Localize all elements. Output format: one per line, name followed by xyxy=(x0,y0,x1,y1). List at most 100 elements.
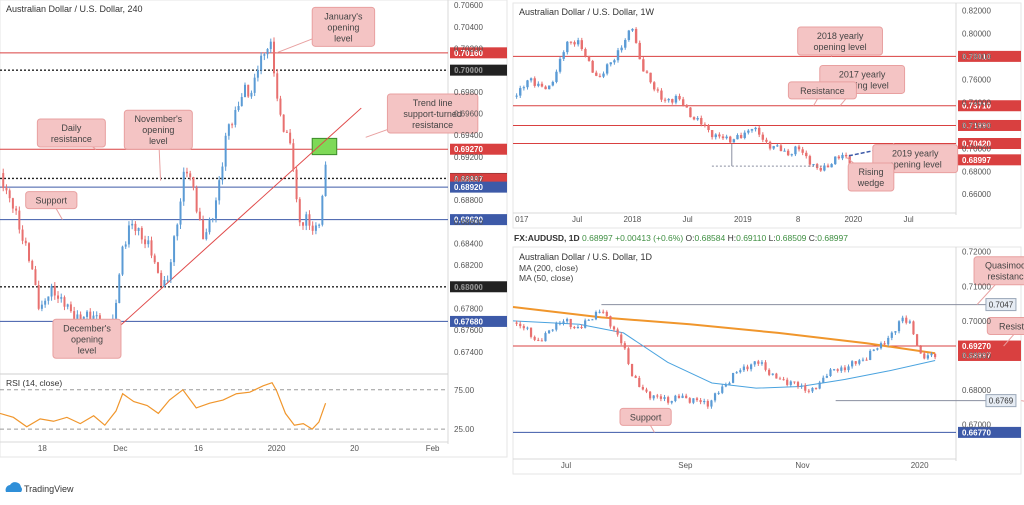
daily-y-tick-label: 0.67000 xyxy=(962,420,991,429)
h4-y-tick-label: 0.69000 xyxy=(454,174,483,183)
h4-callout-text: Daily xyxy=(61,123,82,133)
candle-body xyxy=(805,152,808,157)
h4-y-tick-label: 0.70600 xyxy=(454,1,483,10)
candle-body xyxy=(587,319,590,321)
candle-body xyxy=(2,173,5,189)
daily-x-tick-label: Sep xyxy=(678,461,693,470)
candle-body xyxy=(750,129,754,131)
candle-body xyxy=(282,114,285,132)
candle-body xyxy=(47,296,50,301)
weekly-callout-box xyxy=(787,81,857,100)
candle-body xyxy=(721,136,725,139)
h4-level-tag xyxy=(450,315,507,327)
weekly-level-tag-text: 0.78010 xyxy=(962,52,991,61)
daily-callout-text: Quasimodo xyxy=(985,261,1024,271)
daily-symbol-part: C: xyxy=(809,233,818,243)
candle-body xyxy=(660,90,663,100)
candle-body xyxy=(801,149,804,153)
candle-body xyxy=(768,369,771,375)
candle-body xyxy=(771,373,774,375)
candle-body xyxy=(692,398,695,403)
candle-body xyxy=(566,318,569,322)
h4-y-tick-label: 0.68800 xyxy=(454,196,483,205)
h4-level-tag-text: 0.68920 xyxy=(454,183,483,192)
candle-body xyxy=(656,395,659,397)
candle-body xyxy=(266,49,269,55)
candle-body xyxy=(699,400,702,403)
candle-body xyxy=(685,105,688,108)
weekly-level-tag-text: 0.71990 xyxy=(962,121,991,130)
candle-body xyxy=(804,385,807,391)
candle-body xyxy=(544,333,547,342)
candle-body xyxy=(714,134,717,138)
candle-body xyxy=(613,60,616,63)
h4-level-tag-text: 0.67680 xyxy=(454,317,483,326)
candle-body xyxy=(667,99,670,101)
h4-level-tag-text: 0.68997 xyxy=(454,175,483,184)
daily-symbol-part: O: xyxy=(686,233,695,243)
candle-body xyxy=(923,353,926,359)
weekly-callout-text: 2017 yearly xyxy=(839,69,886,79)
candle-body xyxy=(250,92,253,97)
candle-body xyxy=(605,64,609,74)
candle-body xyxy=(832,369,836,371)
candle-body xyxy=(558,58,562,72)
candle-body xyxy=(825,375,828,378)
candle-body xyxy=(844,154,848,157)
candle-body xyxy=(598,75,602,77)
weekly-y-tick-label: 0.80000 xyxy=(962,30,991,39)
candle-body xyxy=(569,41,573,43)
candle-body xyxy=(858,360,861,364)
daily-ma50-line xyxy=(512,320,936,389)
candle-body xyxy=(202,220,205,240)
candle-body xyxy=(53,285,56,296)
candle-body xyxy=(314,225,317,231)
candle-body xyxy=(631,28,634,31)
candle-body xyxy=(522,87,526,89)
weekly-level-tag-text: 0.73710 xyxy=(962,102,991,111)
candle-body xyxy=(819,167,822,171)
candle-body xyxy=(576,40,580,45)
h4-callout-box xyxy=(386,93,479,134)
daily-legend-entry: MA (200, close) xyxy=(519,263,578,273)
candle-body xyxy=(69,304,72,312)
candle-body xyxy=(765,139,768,142)
candle-body xyxy=(800,385,803,387)
candle-body xyxy=(594,312,598,320)
candle-body xyxy=(732,139,736,143)
h4-callout-text: level xyxy=(78,345,97,355)
candle-body xyxy=(663,397,666,399)
candle-body xyxy=(279,98,282,115)
daily-y-tick-label: 0.71000 xyxy=(962,282,991,291)
candle-body xyxy=(674,95,678,103)
candle-body xyxy=(131,223,134,226)
candle-body xyxy=(790,154,793,156)
h4-level-tag xyxy=(450,214,507,226)
candle-body xyxy=(160,272,163,287)
weekly-y-tick-label: 0.74000 xyxy=(962,98,991,107)
h4-callout-text: level xyxy=(334,33,353,43)
weekly-callout-text: Rising xyxy=(859,167,884,177)
candle-body xyxy=(544,86,547,90)
candle-body xyxy=(879,343,883,349)
weekly-x-tick-label: Jul xyxy=(903,215,913,224)
candle-body xyxy=(519,323,522,327)
candle-body xyxy=(609,316,612,327)
candle-body xyxy=(736,135,739,140)
candle-body xyxy=(681,99,685,106)
candle-body xyxy=(750,364,753,370)
candle-body xyxy=(717,392,720,394)
candle-body xyxy=(667,397,670,403)
candle-body xyxy=(192,177,195,188)
candle-body xyxy=(700,118,703,125)
candle-body xyxy=(127,225,130,245)
candle-body xyxy=(695,398,699,401)
candle-body xyxy=(263,54,266,56)
candle-body xyxy=(173,236,176,263)
candle-body xyxy=(634,376,637,378)
candle-body xyxy=(260,55,263,70)
candle-body xyxy=(221,166,224,181)
candle-body xyxy=(234,110,237,125)
candle-body xyxy=(648,391,652,399)
